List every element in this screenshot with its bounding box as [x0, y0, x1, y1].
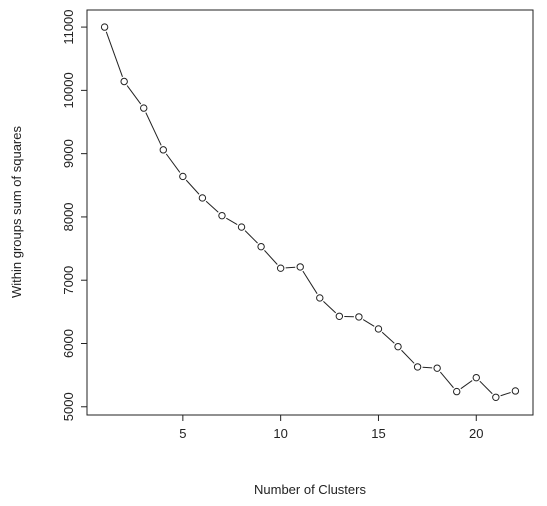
data-point	[121, 78, 127, 84]
series-segment	[382, 332, 394, 343]
series-segment	[264, 250, 277, 264]
series-segment	[480, 381, 493, 394]
data-point	[277, 265, 283, 271]
series-segment	[423, 367, 433, 368]
data-point	[199, 195, 205, 201]
y-tick-label: 6000	[61, 329, 76, 358]
series-segment	[461, 381, 472, 389]
series-segment	[245, 231, 258, 244]
data-point	[375, 326, 381, 332]
series-segment	[402, 350, 415, 363]
series	[101, 24, 518, 401]
series-segment	[127, 86, 141, 105]
x-tick-label: 10	[273, 426, 287, 441]
y-tick-label: 8000	[61, 202, 76, 231]
data-point	[297, 264, 303, 270]
y-tick-label: 10000	[61, 72, 76, 108]
data-point	[141, 105, 147, 111]
data-point	[180, 173, 186, 179]
series-segment	[303, 271, 317, 294]
x-axis-title: Number of Clusters	[254, 482, 366, 497]
data-point	[493, 394, 499, 400]
axes	[87, 10, 533, 415]
x-tick-label: 5	[179, 426, 186, 441]
data-point	[238, 224, 244, 230]
series-segment	[363, 320, 374, 327]
data-point	[454, 388, 460, 394]
data-point	[336, 313, 342, 319]
data-point	[219, 212, 225, 218]
series-segment	[206, 201, 218, 212]
series-segment	[501, 392, 511, 395]
data-point	[356, 314, 362, 320]
data-point	[434, 365, 440, 371]
data-point	[512, 388, 518, 394]
series-segment	[146, 113, 161, 146]
series-segment	[286, 267, 296, 268]
y-axis-title: Within groups sum of squares	[9, 126, 24, 298]
series-segment	[186, 180, 199, 194]
data-point	[473, 374, 479, 380]
y-tick-label: 7000	[61, 266, 76, 295]
ticks: 5 10 15 20 5000 6000 7000 8000 9000 10000 11000	[61, 9, 484, 441]
x-tick-label: 20	[469, 426, 483, 441]
y-tick-label: 11000	[61, 9, 76, 44]
series-segment	[106, 32, 122, 77]
data-point	[414, 364, 420, 370]
series-segment	[226, 218, 237, 224]
y-tick-label: 5000	[61, 392, 76, 421]
data-point	[258, 243, 264, 249]
series-segment	[323, 301, 335, 313]
plot-frame	[87, 10, 533, 415]
y-tick-label: 9000	[61, 139, 76, 168]
series-segment	[440, 372, 453, 388]
data-point	[317, 295, 323, 301]
data-point	[101, 24, 107, 30]
x-tick-label: 15	[371, 426, 385, 441]
data-point	[395, 343, 401, 349]
data-point	[160, 147, 166, 153]
series-segment	[166, 154, 180, 173]
